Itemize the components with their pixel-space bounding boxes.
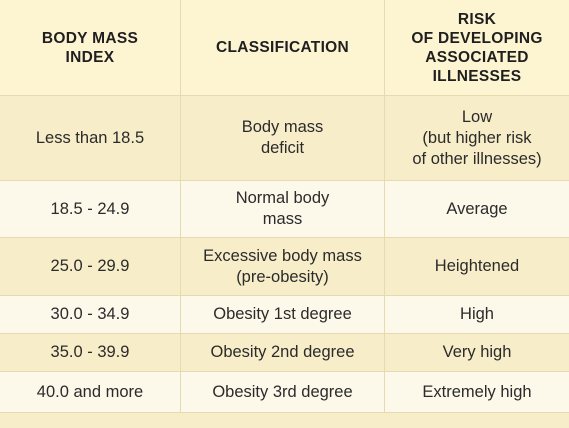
table-row: 35.0 - 39.9 Obesity 2nd degree Very high xyxy=(0,334,569,372)
risk-cell: High xyxy=(460,305,494,323)
header-bmi: BODY MASS INDEX xyxy=(0,0,181,95)
classification-cell: Body mass deficit xyxy=(181,96,385,180)
table-bottom-strip xyxy=(0,412,569,428)
bmi-cell: 40.0 and more xyxy=(0,372,181,412)
risk-cell: Extremely high xyxy=(422,382,532,401)
table-row: Less than 18.5 Body mass deficit Low (bu… xyxy=(0,96,569,181)
bmi-cell: 25.0 - 29.9 xyxy=(0,238,181,295)
bmi-cell: 35.0 - 39.9 xyxy=(0,334,181,371)
bmi-cell: Less than 18.5 xyxy=(0,96,181,180)
classification-cell: Excessive body mass (pre-obesity) xyxy=(181,238,385,295)
risk-cell: Heightened xyxy=(434,257,520,275)
bmi-cell: 30.0 - 34.9 xyxy=(0,296,181,333)
risk-cell: Very high xyxy=(442,343,512,361)
table-header-row: BODY MASS INDEX CLASSIFICATION RISK OF D… xyxy=(0,0,569,96)
classification-cell: Normal body mass xyxy=(181,181,385,237)
table-row: 25.0 - 29.9 Excessive body mass (pre-obe… xyxy=(0,238,569,296)
header-classification: CLASSIFICATION xyxy=(181,0,385,95)
classification-cell: Obesity 2nd degree xyxy=(181,334,385,371)
header-risk: RISK OF DEVELOPING ASSOCIATED ILLNESSES xyxy=(411,10,543,85)
table-row: 40.0 and more Obesity 3rd degree Extreme… xyxy=(0,372,569,412)
table-row: 18.5 - 24.9 Normal body mass Average xyxy=(0,181,569,238)
table-row: 30.0 - 34.9 Obesity 1st degree High xyxy=(0,296,569,334)
risk-cell: Average xyxy=(446,199,508,218)
classification-cell: Obesity 3rd degree xyxy=(181,372,385,412)
bmi-cell: 18.5 - 24.9 xyxy=(0,181,181,237)
classification-cell: Obesity 1st degree xyxy=(181,296,385,333)
risk-cell: Low (but higher risk of other illnesses) xyxy=(412,107,542,168)
